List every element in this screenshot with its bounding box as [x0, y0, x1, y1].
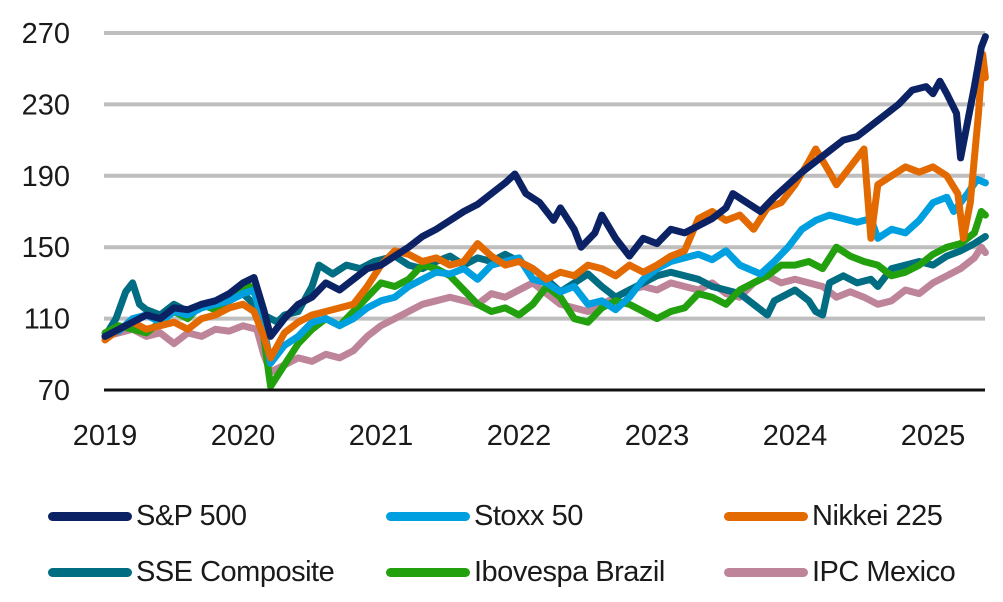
y-tick-label: 70	[38, 375, 70, 407]
legend-swatch	[724, 567, 808, 577]
x-tick-label: 2021	[349, 420, 414, 452]
x-axis-ticks: 2019 2020 2021 2022 2023 2024 2025	[73, 420, 966, 452]
legend-label: Ibovespa Brazil	[474, 555, 665, 588]
y-axis-ticks: 70 110 150 190 230 270	[22, 18, 70, 407]
y-tick-label: 150	[22, 232, 70, 264]
legend-swatch	[724, 511, 808, 521]
legend-item-ibovespa: Ibovespa Brazil	[386, 552, 665, 592]
y-tick-label: 110	[24, 304, 70, 336]
x-tick-label: 2024	[763, 420, 828, 452]
legend-swatch	[386, 567, 470, 577]
legend-item-nikkei225: Nikkei 225	[724, 496, 943, 536]
legend-item-ipc-mexico: IPC Mexico	[724, 552, 956, 592]
series-line-stoxx-50	[101, 175, 989, 367]
x-tick-label: 2019	[73, 420, 138, 452]
legend-item-sp500: S&P 500	[48, 496, 247, 536]
x-tick-label: 2023	[625, 420, 690, 452]
series-line-nikkei-225	[101, 50, 989, 362]
y-tick-label: 230	[22, 89, 70, 121]
series-line-ipc-mexico	[101, 243, 989, 376]
x-tick-label: 2025	[901, 420, 966, 452]
y-tick-label: 270	[22, 18, 70, 50]
legend-label: IPC Mexico	[812, 555, 956, 588]
legend: S&P 500 Stoxx 50 Nikkei 225 SSE Composit…	[0, 488, 1003, 598]
legend-swatch	[386, 511, 470, 521]
legend-label: SSE Composite	[136, 555, 335, 588]
legend-item-sse-composite: SSE Composite	[48, 552, 335, 592]
x-tick-label: 2020	[211, 420, 276, 452]
series-lines	[101, 33, 989, 390]
legend-item-stoxx50: Stoxx 50	[386, 496, 583, 536]
legend-swatch	[48, 511, 132, 521]
legend-label: S&P 500	[136, 499, 247, 532]
y-tick-label: 190	[22, 161, 70, 193]
legend-swatch	[48, 567, 132, 577]
series-line-s-p-500	[101, 33, 989, 340]
legend-label: Stoxx 50	[474, 499, 583, 532]
x-tick-label: 2022	[487, 420, 552, 452]
legend-label: Nikkei 225	[812, 499, 943, 532]
